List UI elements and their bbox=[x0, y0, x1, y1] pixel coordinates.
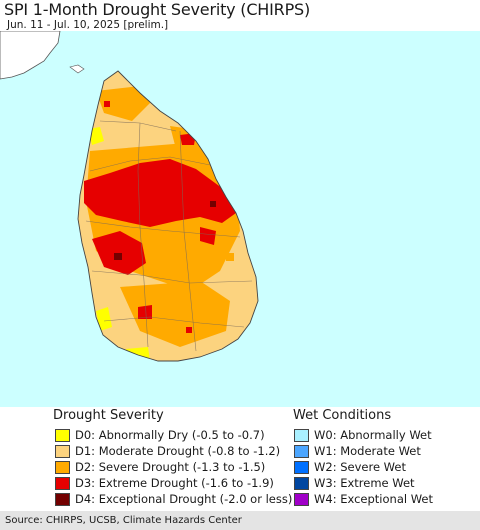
map-subtitle: Jun. 11 - Jul. 10, 2025 [prelim.] bbox=[7, 19, 169, 31]
legend-item-d0: D0: Abnormally Dry (-0.5 to -0.7) bbox=[55, 428, 265, 442]
drought-legend-heading: Drought Severity bbox=[53, 408, 164, 423]
legend-label-w1: W1: Moderate Wet bbox=[314, 444, 421, 458]
legend-item-w4: W4: Exceptional Wet bbox=[294, 492, 433, 506]
legend-item-w2: W2: Severe Wet bbox=[294, 460, 406, 474]
d2-speck-1 bbox=[160, 97, 168, 105]
legend-label-d3: D3: Extreme Drought (-1.6 to -1.9) bbox=[75, 476, 274, 490]
d3-spot-south bbox=[138, 305, 152, 319]
drought-map bbox=[0, 31, 480, 407]
legend-item-d4: D4: Exceptional Drought (-2.0 or less) bbox=[55, 492, 292, 506]
legend-label-w4: W4: Exceptional Wet bbox=[314, 492, 433, 506]
district-boundaries bbox=[85, 120, 253, 352]
d2-region-south bbox=[120, 281, 230, 347]
source-footer: Source: CHIRPS, UCSB, Climate Hazards Ce… bbox=[0, 511, 480, 530]
d3-band-central bbox=[84, 159, 236, 227]
legend-item-w1: W1: Moderate Wet bbox=[294, 444, 421, 458]
d3-speck-1 bbox=[186, 327, 192, 333]
legend-label-d0: D0: Abnormally Dry (-0.5 to -0.7) bbox=[75, 428, 265, 442]
d4-spot-2 bbox=[210, 201, 216, 207]
legend-label-w0: W0: Abnormally Wet bbox=[314, 428, 432, 442]
d2-speck-2 bbox=[206, 293, 214, 301]
source-text: Source: CHIRPS, UCSB, Climate Hazards Ce… bbox=[5, 515, 242, 526]
w0-swatch bbox=[294, 428, 309, 442]
d3-swatch bbox=[55, 476, 70, 490]
island-outline bbox=[77, 70, 259, 362]
mainland-landmass bbox=[0, 31, 61, 80]
d3-spot-east bbox=[200, 227, 216, 245]
legend-label-d4: D4: Exceptional Drought (-2.0 or less) bbox=[75, 492, 293, 506]
d0-region-south-west bbox=[96, 307, 112, 331]
legend-item-w3: W3: Extreme Wet bbox=[294, 476, 415, 490]
d0-region-south bbox=[126, 347, 150, 361]
w3-swatch bbox=[294, 476, 309, 490]
wet-legend-heading: Wet Conditions bbox=[293, 408, 392, 423]
legend-item-d1: D1: Moderate Drought (-0.8 to -1.2) bbox=[55, 444, 280, 458]
legend: Drought Severity Wet Conditions D0: Abno… bbox=[0, 407, 480, 510]
w2-swatch bbox=[294, 460, 309, 474]
legend-item-w0: W0: Abnormally Wet bbox=[294, 428, 432, 442]
d1-swatch bbox=[55, 444, 70, 458]
w1-swatch bbox=[294, 444, 309, 458]
map-svg bbox=[0, 31, 259, 362]
d2-speck-3 bbox=[226, 253, 234, 261]
legend-item-d3: D3: Extreme Drought (-1.6 to -1.9) bbox=[55, 476, 274, 490]
map-title: SPI 1-Month Drought Severity (CHIRPS) bbox=[4, 0, 311, 19]
island-drought-layer bbox=[78, 71, 258, 361]
legend-label-w3: W3: Extreme Wet bbox=[314, 476, 415, 490]
legend-item-d2: D2: Severe Drought (-1.3 to -1.5) bbox=[55, 460, 265, 474]
d4-swatch bbox=[55, 492, 70, 506]
legend-label-d1: D1: Moderate Drought (-0.8 to -1.2) bbox=[75, 444, 281, 458]
w4-swatch bbox=[294, 492, 309, 506]
d3-speck-2 bbox=[104, 101, 110, 107]
d1-base bbox=[78, 71, 258, 361]
d4-spot-1 bbox=[114, 253, 122, 260]
legend-label-d2: D2: Severe Drought (-1.3 to -1.5) bbox=[75, 460, 266, 474]
legend-label-w2: W2: Severe Wet bbox=[314, 460, 406, 474]
d2-region-north bbox=[96, 86, 150, 121]
small-islet bbox=[69, 64, 85, 74]
d2-swatch bbox=[55, 460, 70, 474]
d0-swatch bbox=[55, 428, 70, 442]
